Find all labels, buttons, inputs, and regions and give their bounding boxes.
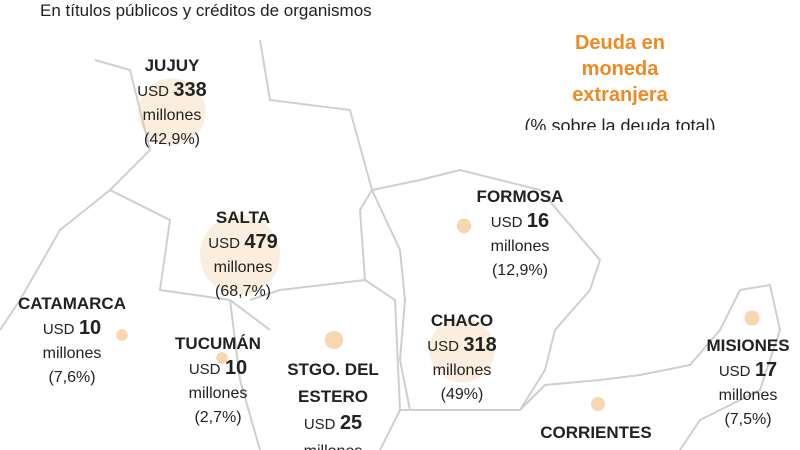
border — [249, 39, 374, 301]
amount-row: USD 479 — [208, 230, 278, 256]
unit: millones — [188, 385, 248, 402]
legend-title: Deuda en moneda extranjera — [572, 32, 668, 106]
amount: 10 — [224, 357, 248, 379]
bubble — [324, 330, 344, 350]
borders — [0, 39, 782, 450]
currency: USD — [490, 214, 523, 231]
currency: USD — [208, 235, 240, 252]
unit: millones — [268, 438, 398, 450]
bubble — [199, 214, 281, 296]
province-label: CATAMARCA USD 10 millones (7,6%) — [18, 292, 126, 390]
unit: millones — [213, 259, 273, 276]
share: (49%) — [440, 386, 484, 403]
bubble — [138, 78, 206, 146]
province-name: JUJUY — [144, 56, 200, 75]
unit: millones — [42, 345, 102, 362]
amount: 338 — [173, 79, 207, 101]
border — [229, 299, 261, 450]
province-name: MISIONES — [706, 336, 790, 355]
share: (12,9%) — [491, 262, 549, 279]
province-label: SALTA USD 479 millones (68,7%) — [208, 206, 278, 304]
share: (7,6%) — [48, 369, 96, 386]
border — [371, 189, 411, 411]
currency: USD — [137, 83, 169, 100]
currency: USD — [303, 416, 336, 433]
unit: millones — [718, 387, 778, 404]
amount: 16 — [526, 210, 550, 232]
bubble — [216, 352, 228, 364]
currency: USD — [718, 363, 751, 380]
share: (2,7%) — [194, 409, 242, 426]
unit: millones — [432, 362, 492, 379]
province-name: CORRIENTES — [540, 423, 652, 442]
border — [519, 283, 782, 450]
amount: 318 — [463, 334, 497, 356]
amount-row: USD 318 — [427, 333, 497, 359]
share: (68,7%) — [214, 283, 272, 300]
currency: USD — [188, 361, 221, 378]
bubble — [429, 317, 495, 383]
province-name: STGO. DEL ESTERO — [287, 360, 379, 406]
province-name: CHACO — [430, 311, 494, 330]
province-label: JUJUY USD 338 millones (42,9%) — [137, 54, 207, 152]
amount: 479 — [244, 231, 278, 253]
province-name: TUCUMÁN — [175, 334, 261, 353]
province-label: CORRIENTES — [540, 421, 651, 445]
amount: 10 — [78, 317, 102, 339]
amount: 25 — [339, 412, 363, 434]
amount-row: USD 25 — [268, 410, 398, 438]
bubble — [116, 329, 128, 341]
province-name: CATAMARCA — [18, 294, 126, 313]
bubble — [744, 310, 760, 326]
unit: millones — [142, 107, 202, 124]
province-name: FORMOSA — [476, 187, 564, 206]
subtitle: En títulos públicos y créditos de organi… — [40, 1, 372, 20]
border — [109, 189, 271, 331]
province-label: CHACO USD 318 millones (49%) — [427, 309, 497, 407]
border — [0, 59, 152, 331]
amount-row: USD 338 — [137, 78, 207, 104]
currency: USD — [42, 321, 75, 338]
border — [371, 168, 602, 411]
province-label: TUCUMÁN USD 10 millones (2,7%) — [175, 332, 261, 430]
legend-note: (% sobre la deuda total) — [524, 116, 716, 130]
amount-row: USD 10 — [18, 316, 126, 342]
bubble — [591, 397, 605, 411]
share: (42,9%) — [143, 131, 201, 148]
bubble — [456, 218, 472, 234]
province-name: SALTA — [215, 208, 271, 227]
amount: 17 — [754, 359, 778, 381]
unit: millones — [490, 238, 550, 255]
share: (7,5%) — [724, 411, 772, 428]
province-label: FORMOSA USD 16 millones (12,9%) — [477, 185, 564, 283]
province-label: MISIONES USD 17 millones (7,5%) — [706, 334, 789, 432]
amount-row: USD 17 — [706, 358, 789, 384]
amount-row: USD 16 — [477, 209, 564, 235]
border — [364, 279, 402, 450]
legend: Deuda en moneda extranjera (% sobre la d… — [524, 32, 716, 130]
currency: USD — [427, 338, 459, 355]
amount-row: USD 10 — [175, 356, 261, 382]
